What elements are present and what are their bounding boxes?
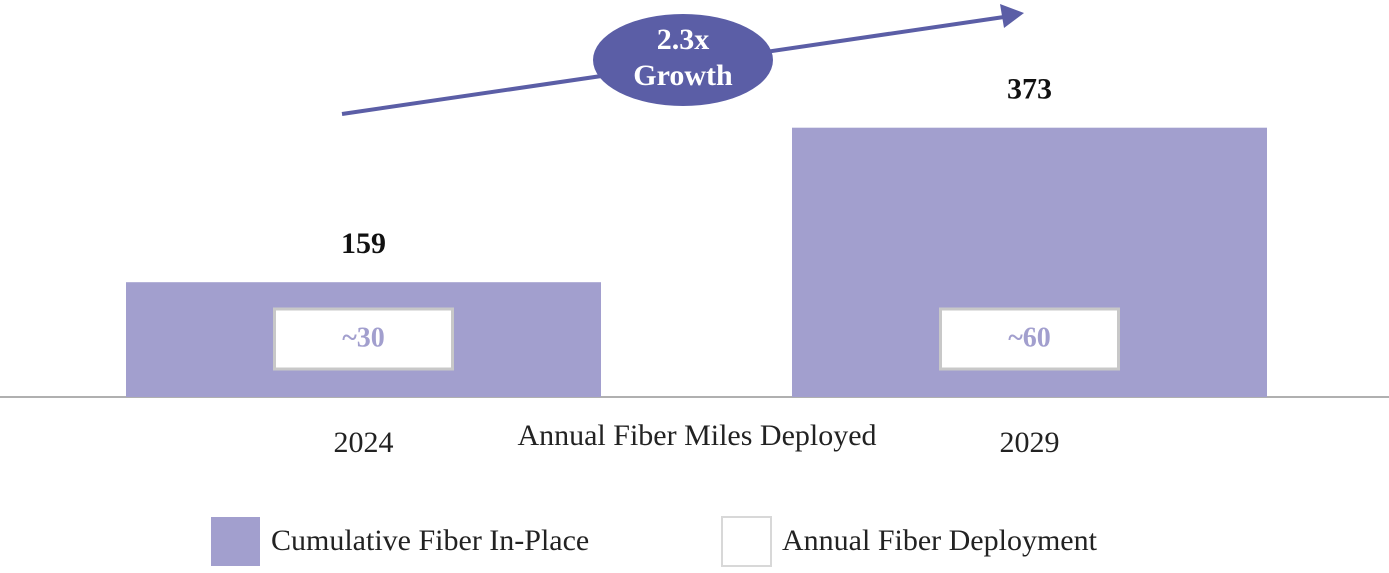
legend-label: Cumulative Fiber In-Place bbox=[271, 524, 589, 557]
annotation-text: Growth bbox=[633, 59, 733, 92]
annotation-text: 2.3x bbox=[657, 23, 710, 56]
annual-label: ~60 bbox=[1008, 322, 1051, 353]
legend-swatch bbox=[721, 516, 772, 567]
annual-label: ~30 bbox=[342, 322, 385, 353]
x-axis-label: Annual Fiber Miles Deployed bbox=[517, 419, 876, 452]
legend-label: Annual Fiber Deployment bbox=[782, 524, 1098, 557]
value-label: 373 bbox=[1007, 73, 1052, 106]
annual-box bbox=[939, 307, 1120, 371]
x-tick-label: 2029 bbox=[1000, 426, 1060, 459]
annual-box bbox=[273, 307, 454, 371]
value-label: 159 bbox=[341, 227, 386, 260]
legend-swatch bbox=[211, 517, 260, 566]
arrow-head bbox=[1000, 4, 1024, 28]
x-tick-label: 2024 bbox=[334, 426, 394, 459]
annotation-bubble bbox=[593, 14, 773, 106]
